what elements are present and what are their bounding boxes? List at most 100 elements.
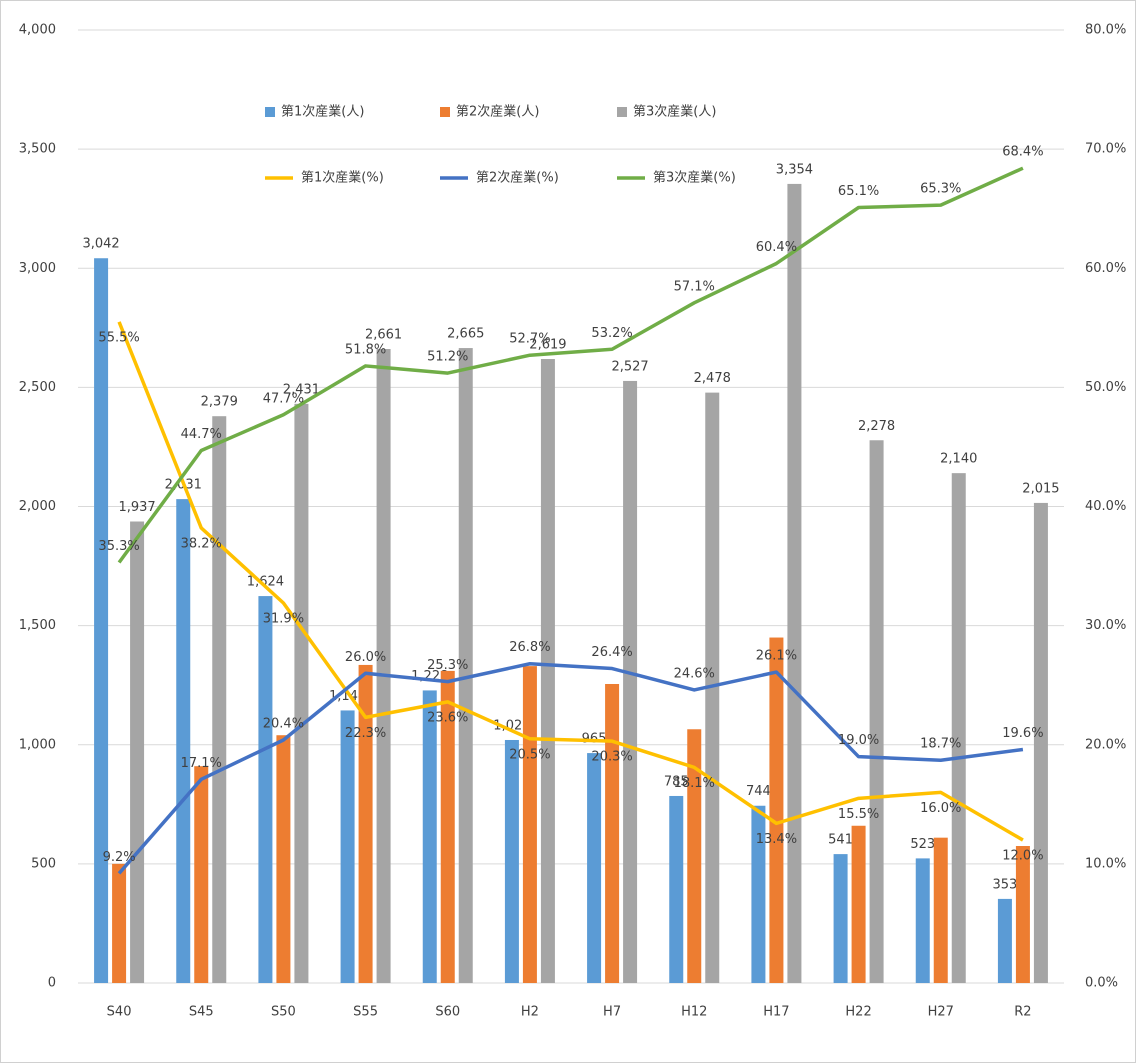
bar-value-label: 2,478 <box>694 371 731 386</box>
y2-tick-label: 50.0% <box>1085 380 1126 395</box>
line-value-label: 55.5% <box>98 330 139 345</box>
bar <box>212 416 227 983</box>
line-value-label: 15.5% <box>838 807 879 822</box>
line-value-label: 19.6% <box>1002 726 1043 741</box>
line-value-label: 38.2% <box>181 536 222 551</box>
line-value-label: 47.7% <box>263 391 304 406</box>
bar <box>440 670 455 983</box>
line-value-label: 26.4% <box>591 645 632 660</box>
x-tick-label: S50 <box>271 1005 296 1020</box>
y-tick-label: 2,000 <box>19 499 56 514</box>
line-value-label: 19.0% <box>838 733 879 748</box>
x-tick-label: H17 <box>763 1005 789 1020</box>
line-value-label: 17.1% <box>181 756 222 771</box>
line-series <box>117 661 1024 875</box>
bar-value-label: 353 <box>993 877 1018 892</box>
line-value-label: 53.2% <box>591 326 632 341</box>
line-value-label: 65.1% <box>838 184 879 199</box>
y2-tick-label: 0.0% <box>1085 976 1118 991</box>
line-series <box>117 321 1024 842</box>
bar-value-label: 523 <box>910 837 935 852</box>
bar <box>751 805 766 983</box>
bar <box>340 710 355 983</box>
bar <box>194 766 209 983</box>
y2-tick-label: 40.0% <box>1085 499 1126 514</box>
x-tick-label: R2 <box>1014 1005 1031 1020</box>
bar-value-label: 2,431 <box>283 382 320 397</box>
bar <box>422 690 437 983</box>
bar <box>376 349 391 984</box>
y-tick-label: 2,500 <box>19 380 56 395</box>
bar-value-label: 3,042 <box>82 237 119 252</box>
x-tick-label: S55 <box>353 1005 378 1020</box>
line-value-label: 51.2% <box>427 350 468 365</box>
legend-label: 第1次産業(%) <box>301 170 384 186</box>
y2-tick-label: 30.0% <box>1085 618 1126 633</box>
x-tick-label: H22 <box>845 1005 871 1020</box>
bar <box>997 898 1012 983</box>
y-tick-label: 3,000 <box>19 261 56 276</box>
line-value-label: 26.0% <box>345 650 386 665</box>
bar-value-label: 3,354 <box>776 162 813 177</box>
bar-value-label: 541 <box>828 833 853 848</box>
bar <box>94 258 109 983</box>
bar-value-label: 744 <box>746 784 771 799</box>
x-tick-label: H12 <box>681 1005 707 1020</box>
bar <box>358 664 373 983</box>
line-value-label: 18.1% <box>674 776 715 791</box>
bar-value-label: 2,619 <box>529 338 566 353</box>
bar-value-label: 2,278 <box>858 419 895 434</box>
y2-tick-label: 60.0% <box>1085 261 1126 276</box>
legend-label: 第2次産業(%) <box>476 170 559 186</box>
bar-value-label: 785 <box>664 774 689 789</box>
legend-label: 第3次産業(%) <box>653 170 736 186</box>
y-tick-label: 500 <box>31 856 56 871</box>
line-value-label: 68.4% <box>1002 145 1043 160</box>
line-series <box>117 166 1024 564</box>
bar <box>833 854 848 983</box>
bar-value-label: 2,661 <box>365 328 402 343</box>
line-value-label: 52.7% <box>509 332 550 347</box>
bar-value-label: 1,144 <box>329 689 366 704</box>
y-tick-label: 4,000 <box>19 23 56 38</box>
line-value-label: 57.1% <box>674 279 715 294</box>
line-value-label: 20.3% <box>591 750 632 765</box>
bar <box>915 858 930 983</box>
bar <box>669 795 684 983</box>
bar <box>522 666 537 983</box>
line-value-label: 22.3% <box>345 726 386 741</box>
legend-swatch <box>617 107 627 117</box>
bar-value-label: 1,937 <box>118 500 155 515</box>
x-tick-label: S60 <box>435 1005 460 1020</box>
bar <box>623 380 638 983</box>
line-value-label: 20.4% <box>263 716 304 731</box>
line-value-label: 65.3% <box>920 182 961 197</box>
y2-tick-label: 10.0% <box>1085 856 1126 871</box>
bar <box>869 440 884 984</box>
line-value-label: 24.6% <box>674 666 715 681</box>
bar <box>587 753 602 983</box>
line-value-label: 51.8% <box>345 342 386 357</box>
y-tick-label: 1,500 <box>19 618 56 633</box>
bar <box>605 683 620 983</box>
bar <box>130 521 145 983</box>
x-tick-label: H2 <box>521 1005 539 1020</box>
line-value-label: 12.0% <box>1002 849 1043 864</box>
bar <box>276 735 291 983</box>
bar <box>851 825 866 983</box>
y2-tick-label: 80.0% <box>1085 23 1126 38</box>
bar <box>294 403 309 984</box>
bar <box>1015 846 1030 983</box>
bar <box>258 596 273 983</box>
line-value-label: 25.3% <box>427 658 468 673</box>
x-tick-label: H7 <box>603 1005 621 1020</box>
x-tick-label: S45 <box>189 1005 214 1020</box>
legend-label: 第2次産業(人) <box>456 104 539 120</box>
bar <box>951 473 966 983</box>
bar-value-label: 2,527 <box>611 359 648 374</box>
y-tick-label: 0 <box>48 976 56 991</box>
legend-swatch <box>265 107 275 117</box>
line-value-label: 26.8% <box>509 640 550 655</box>
bar <box>1033 502 1048 983</box>
